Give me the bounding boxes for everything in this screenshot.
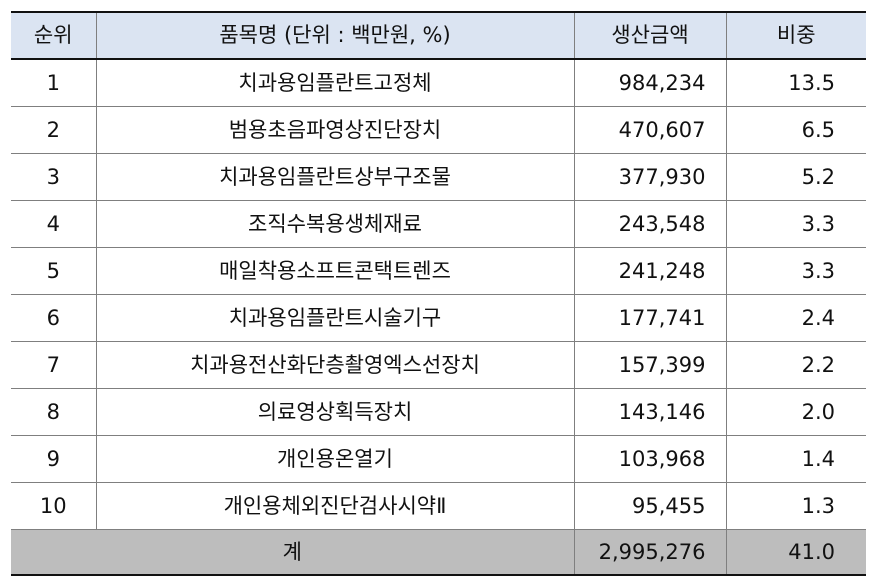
share-cell: 13.5 [725, 58, 866, 107]
item-name-cell: 치과용임플란트상부구조물 [95, 153, 575, 201]
share-cell: 6.5 [725, 106, 866, 154]
amount-cell: 95,455 [573, 482, 727, 530]
item-name-cell: 의료영상획득장치 [95, 388, 575, 436]
header-production-amount: 생산금액 [573, 11, 727, 60]
rank-cell: 3 [11, 153, 97, 201]
amount-cell: 103,968 [573, 435, 727, 483]
share-cell: 2.4 [725, 294, 866, 342]
rank-cell: 8 [11, 388, 97, 436]
total-amount: 2,995,276 [573, 529, 727, 576]
share-cell: 3.3 [725, 247, 866, 295]
amount-cell: 470,607 [573, 106, 727, 154]
item-name-cell: 매일착용소프트콘택트렌즈 [95, 247, 575, 295]
amount-cell: 143,146 [573, 388, 727, 436]
rank-cell: 2 [11, 106, 97, 154]
header-rank: 순위 [11, 11, 97, 60]
amount-cell: 241,248 [573, 247, 727, 295]
share-cell: 2.2 [725, 341, 866, 389]
table-row: 3 치과용임플란트상부구조물 377,930 5.2 [11, 153, 866, 201]
item-name-cell: 치과용전산화단층촬영엑스선장치 [95, 341, 575, 389]
amount-cell: 157,399 [573, 341, 727, 389]
table-footer: 계 2,995,276 41.0 [11, 529, 866, 576]
header-item-name: 품목명 (단위 : 백만원, %) [95, 11, 575, 60]
rank-cell: 10 [11, 482, 97, 530]
table-row: 9 개인용온열기 103,968 1.4 [11, 435, 866, 483]
amount-cell: 243,548 [573, 200, 727, 248]
table-row: 1 치과용임플란트고정체 984,234 13.5 [11, 58, 866, 107]
item-name-cell: 치과용임플란트고정체 [95, 58, 575, 107]
table-row: 4 조직수복용생체재료 243,548 3.3 [11, 200, 866, 248]
table-row: 7 치과용전산화단층촬영엑스선장치 157,399 2.2 [11, 341, 866, 389]
item-name-cell: 범용초음파영상진단장치 [95, 106, 575, 154]
production-table-container: 순위 품목명 (단위 : 백만원, %) 생산금액 비중 1 치과용임플란트고정… [11, 11, 866, 576]
table-row: 2 범용초음파영상진단장치 470,607 6.5 [11, 106, 866, 154]
share-cell: 2.0 [725, 388, 866, 436]
rank-cell: 6 [11, 294, 97, 342]
share-cell: 1.3 [725, 482, 866, 530]
header-row: 순위 품목명 (단위 : 백만원, %) 생산금액 비중 [11, 11, 866, 60]
table-body: 1 치과용임플란트고정체 984,234 13.5 2 범용초음파영상진단장치 … [11, 58, 866, 530]
rank-cell: 5 [11, 247, 97, 295]
rank-cell: 9 [11, 435, 97, 483]
item-name-cell: 치과용임플란트시술기구 [95, 294, 575, 342]
header-share: 비중 [725, 11, 866, 60]
table-header: 순위 품목명 (단위 : 백만원, %) 생산금액 비중 [11, 11, 866, 60]
total-label: 계 [11, 529, 575, 576]
share-cell: 5.2 [725, 153, 866, 201]
rank-cell: 4 [11, 200, 97, 248]
total-share: 41.0 [725, 529, 866, 576]
production-table: 순위 품목명 (단위 : 백만원, %) 생산금액 비중 1 치과용임플란트고정… [11, 11, 866, 576]
rank-cell: 1 [11, 58, 97, 107]
item-name-cell: 조직수복용생체재료 [95, 200, 575, 248]
total-row: 계 2,995,276 41.0 [11, 529, 866, 576]
table-row: 5 매일착용소프트콘택트렌즈 241,248 3.3 [11, 247, 866, 295]
item-name-cell: 개인용온열기 [95, 435, 575, 483]
share-cell: 1.4 [725, 435, 866, 483]
item-name-cell: 개인용체외진단검사시약Ⅱ [95, 482, 575, 530]
table-row: 10 개인용체외진단검사시약Ⅱ 95,455 1.3 [11, 482, 866, 530]
table-row: 6 치과용임플란트시술기구 177,741 2.4 [11, 294, 866, 342]
amount-cell: 377,930 [573, 153, 727, 201]
amount-cell: 177,741 [573, 294, 727, 342]
rank-cell: 7 [11, 341, 97, 389]
share-cell: 3.3 [725, 200, 866, 248]
amount-cell: 984,234 [573, 58, 727, 107]
table-row: 8 의료영상획득장치 143,146 2.0 [11, 388, 866, 436]
